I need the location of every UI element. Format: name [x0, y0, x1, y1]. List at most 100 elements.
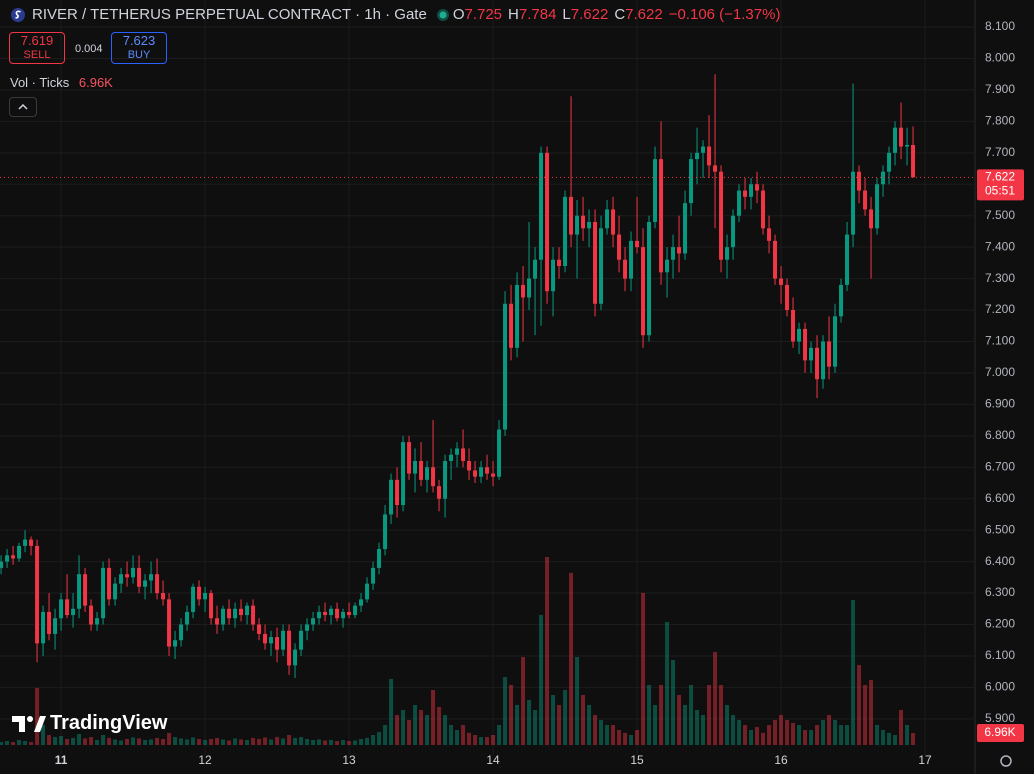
candle-body: [791, 310, 796, 342]
candle-body: [245, 605, 250, 616]
candle-body: [89, 605, 94, 625]
candle-body: [821, 341, 826, 380]
volume-bar: [761, 732, 766, 745]
x-tick-label: 11: [55, 753, 68, 767]
volume-bar: [599, 719, 604, 745]
volume-bar: [89, 737, 94, 745]
volume-bar: [203, 739, 208, 745]
symbol-title: RIVER / TETHERUS PERPETUAL CONTRACT · 1h…: [32, 6, 427, 23]
candle-body: [413, 460, 418, 474]
volume-bar: [617, 729, 622, 745]
volume-bar: [467, 732, 472, 745]
volume-bar: [515, 704, 520, 745]
candle-body: [419, 460, 424, 480]
volume-bar: [443, 714, 448, 745]
volume-bar: [653, 704, 658, 745]
volume-tag-label: 6.96K: [984, 725, 1015, 739]
candle-body: [767, 228, 772, 241]
candle-body: [875, 184, 880, 229]
volume-bar: [155, 737, 160, 745]
volume-bar: [563, 689, 568, 745]
volume-bar: [197, 738, 202, 745]
candle-body: [131, 567, 136, 578]
volume-bar: [587, 704, 592, 745]
volume-bar: [875, 724, 880, 745]
volume-bar: [263, 737, 268, 745]
candle-body: [401, 442, 406, 506]
candle-body: [467, 460, 472, 471]
y-tick-label: 6.900: [985, 397, 1015, 411]
candle-body: [905, 144, 910, 147]
candle-body: [263, 633, 268, 644]
watermark: TradingView: [12, 712, 167, 735]
volume-bar: [305, 738, 310, 745]
volume-bar: [233, 738, 238, 745]
volume-bar: [425, 714, 430, 745]
candle-body: [239, 608, 244, 616]
volume-bar: [911, 732, 916, 745]
candle-body: [161, 593, 166, 600]
volume-bar: [317, 739, 322, 745]
candle-body: [473, 470, 478, 477]
x-tick-label: 14: [486, 753, 500, 767]
candle-body: [623, 259, 628, 279]
y-tick-label: 7.200: [985, 302, 1015, 316]
x-tick-label: 17: [918, 753, 932, 767]
volume-bar: [341, 739, 346, 745]
volume-bar: [785, 719, 790, 745]
candle-body: [809, 347, 814, 361]
volume-bar: [485, 737, 490, 745]
settings-icon: [1000, 755, 1012, 767]
volume-bar: [437, 707, 442, 745]
candle-body: [485, 467, 490, 474]
buy-button[interactable]: 7.623 BUY: [111, 32, 167, 64]
volume-bar: [125, 738, 130, 745]
y-tick-label: 6.200: [985, 617, 1015, 631]
volume-bar: [575, 657, 580, 745]
candle-body: [509, 303, 514, 348]
volume-bar: [893, 734, 898, 745]
candle-body: [785, 284, 790, 311]
collapse-button[interactable]: [9, 97, 37, 117]
candle-body: [551, 259, 556, 292]
volume-bar: [59, 736, 64, 745]
watermark-logo: [12, 715, 46, 732]
volume-bar: [839, 724, 844, 745]
candle-body: [287, 630, 292, 666]
candle-body: [113, 583, 118, 600]
sell-button[interactable]: 7.619 SELL: [9, 32, 65, 64]
candle-body: [581, 215, 586, 229]
candle-body: [539, 152, 544, 260]
candle-body: [107, 567, 112, 600]
candle-body: [0, 561, 4, 568]
candle-body: [857, 171, 862, 191]
high-label: H: [508, 6, 519, 23]
candle-body: [41, 611, 46, 644]
last-price-tag: [977, 169, 1024, 201]
volume-bar: [671, 659, 676, 745]
candle-body: [839, 284, 844, 317]
volume-bar: [335, 741, 340, 745]
volume-bar: [863, 684, 868, 745]
volume-bar: [725, 704, 730, 745]
candle-body: [389, 479, 394, 515]
y-tick-label: 5.900: [985, 711, 1015, 725]
volume-bar: [647, 684, 652, 745]
candle-body: [719, 171, 724, 260]
header: RIVER / TETHERUS PERPETUAL CONTRACT · 1h…: [10, 6, 780, 23]
candle-body: [125, 574, 130, 578]
candle-body: [365, 583, 370, 600]
candle-body: [815, 347, 820, 380]
candle-body: [443, 460, 448, 499]
volume-bar: [383, 724, 388, 745]
candle-body: [281, 630, 286, 650]
y-tick-label: 8.000: [985, 51, 1015, 65]
volume-bar: [209, 738, 214, 745]
volume-bar: [833, 719, 838, 745]
volume-bar: [47, 734, 52, 745]
y-tick-label: 6.400: [985, 554, 1015, 568]
candle-body: [329, 608, 334, 616]
volume-bar: [449, 724, 454, 745]
